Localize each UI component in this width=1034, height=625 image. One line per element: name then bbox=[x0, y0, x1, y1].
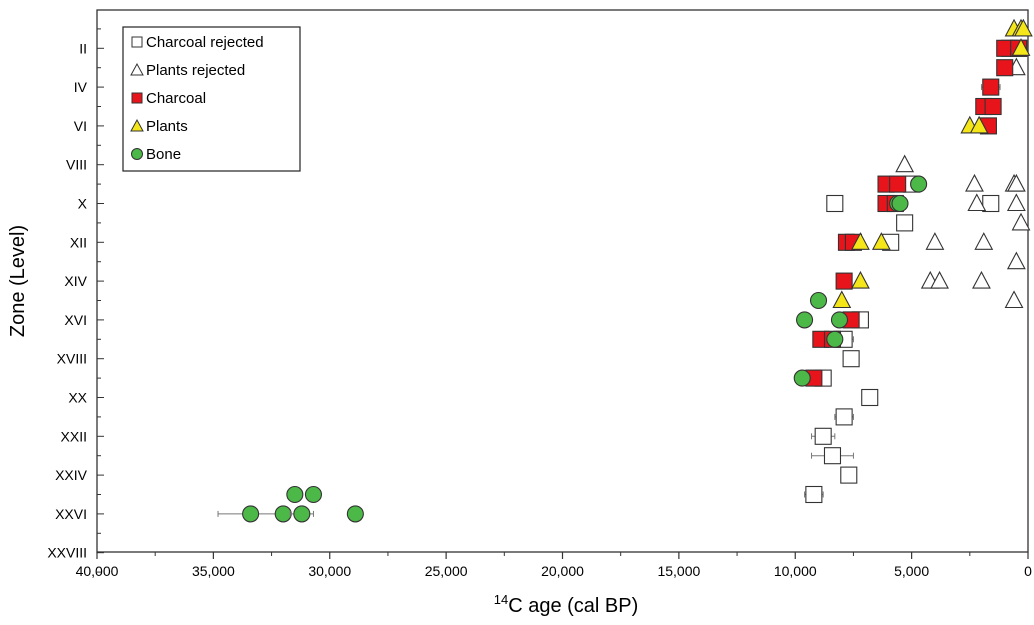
legend-charcoal-rejected-marker bbox=[131, 36, 143, 48]
bone-point bbox=[826, 330, 844, 348]
legend-plants-rejected-label: Plants rejected bbox=[146, 62, 245, 79]
bone-point bbox=[891, 194, 909, 213]
x-axis-title: 14C age (cal BP) bbox=[494, 592, 639, 617]
plants-rejected-point bbox=[925, 232, 945, 250]
legend-plants-marker bbox=[130, 118, 144, 132]
charcoal-rejected-point bbox=[842, 350, 860, 368]
charcoal-point bbox=[996, 59, 1014, 77]
bone-point bbox=[304, 485, 323, 504]
plants-point bbox=[1011, 38, 1031, 56]
plants-rejected-point bbox=[1006, 173, 1026, 192]
charcoal-rejected-point bbox=[814, 427, 832, 445]
plants-rejected-point bbox=[1004, 290, 1024, 309]
y-tick-label: VI bbox=[74, 118, 87, 134]
y-tick-label: XXVIII bbox=[47, 545, 87, 561]
bone-point bbox=[242, 505, 260, 523]
plants-point bbox=[871, 232, 891, 250]
plants-rejected-point bbox=[974, 232, 994, 250]
legend-plants-rejected-marker bbox=[130, 62, 144, 76]
bone-point bbox=[286, 485, 304, 504]
plants-rejected-point bbox=[895, 154, 915, 173]
y-axis-title: Zone (Level) bbox=[7, 225, 29, 337]
charcoal-point bbox=[982, 78, 1000, 96]
plants-rejected-point bbox=[1006, 251, 1026, 270]
bone-point bbox=[793, 369, 811, 387]
legend-charcoal-marker bbox=[131, 92, 143, 104]
y-tick-label: XXII bbox=[61, 428, 87, 444]
y-tick-label: XVI bbox=[64, 312, 87, 328]
charcoal-rejected-point bbox=[840, 466, 858, 484]
y-tick-label: VIII bbox=[66, 157, 87, 173]
y-tick-label: X bbox=[78, 196, 88, 212]
x-tick-label: 5,000 bbox=[894, 563, 929, 579]
x-tick-label: 10,000 bbox=[774, 563, 817, 579]
plants-point bbox=[1013, 18, 1033, 37]
plants-point bbox=[851, 270, 870, 289]
data-points bbox=[217, 18, 1033, 523]
charcoal-rejected-point bbox=[861, 388, 879, 407]
bone-point bbox=[274, 505, 292, 523]
charcoal-rejected-point bbox=[805, 485, 823, 504]
legend-box bbox=[122, 26, 301, 172]
y-tick-label: XVIII bbox=[57, 351, 87, 367]
x-tick-label: 20,000 bbox=[541, 563, 584, 579]
charcoal-point bbox=[984, 97, 1002, 116]
bone-point bbox=[910, 175, 928, 193]
plants-rejected-point bbox=[1006, 193, 1026, 212]
x-tick-label: 30,000 bbox=[308, 563, 351, 579]
y-tick-label: XXVI bbox=[55, 506, 87, 522]
y-tick-label: XXIV bbox=[55, 467, 88, 483]
charcoal-rejected-point bbox=[896, 214, 914, 232]
plants-point bbox=[832, 290, 852, 309]
bone-point bbox=[809, 291, 828, 310]
y-tick-label: XII bbox=[70, 234, 87, 250]
plants-point bbox=[851, 232, 870, 250]
charcoal-rejected-point bbox=[826, 194, 844, 213]
legend-bone-marker bbox=[131, 148, 143, 160]
plants-rejected-point bbox=[967, 193, 987, 212]
legend-bone-label: Bone bbox=[146, 146, 181, 163]
charcoal-rejected-point bbox=[823, 447, 842, 465]
x-tick-label: 0 bbox=[1024, 563, 1032, 579]
plants-rejected-point bbox=[930, 270, 949, 289]
y-tick-label: XIV bbox=[64, 273, 87, 289]
plants-rejected-point bbox=[1011, 212, 1031, 231]
y-tick-label: II bbox=[79, 40, 87, 56]
bone-point bbox=[796, 311, 814, 329]
plants-rejected-point bbox=[972, 270, 991, 289]
charcoal-point bbox=[835, 272, 853, 290]
x-tick-label: 35,000 bbox=[192, 563, 235, 579]
y-tick-label: XX bbox=[68, 390, 87, 406]
charcoal-rejected-point bbox=[835, 408, 853, 426]
plants-rejected-point bbox=[965, 173, 984, 192]
y-tick-label: IV bbox=[74, 79, 88, 95]
x-tick-label: 15,000 bbox=[657, 563, 700, 579]
legend-charcoal-label: Charcoal bbox=[146, 90, 206, 107]
bone-point bbox=[346, 505, 364, 523]
y-axis: IIIVVIVIIIXXIIXIVXVIXVIIIXXXXIIXXIVXXVIX… bbox=[47, 28, 104, 573]
legend: Charcoal rejected Plants rejected Charcoal… bbox=[122, 26, 301, 172]
charcoal-rejected-point bbox=[982, 194, 1000, 213]
x-axis-title-text: C age (cal BP) bbox=[508, 595, 638, 617]
x-axis-title-superscript: 14 bbox=[494, 592, 508, 607]
x-tick-label: 25,000 bbox=[425, 563, 468, 579]
bone-point bbox=[830, 311, 849, 329]
legend-plants-label: Plants bbox=[146, 118, 188, 135]
plants-point bbox=[969, 115, 989, 134]
legend-charcoal-rejected-label: Charcoal rejected bbox=[146, 34, 264, 51]
x-axis: 40,000 35,000 30,000 25,000 20,000 15,000 10,0… bbox=[76, 552, 1032, 579]
bone-point bbox=[293, 505, 311, 523]
x-tick-label: 40,000 bbox=[76, 563, 119, 579]
charcoal-point bbox=[889, 175, 907, 193]
